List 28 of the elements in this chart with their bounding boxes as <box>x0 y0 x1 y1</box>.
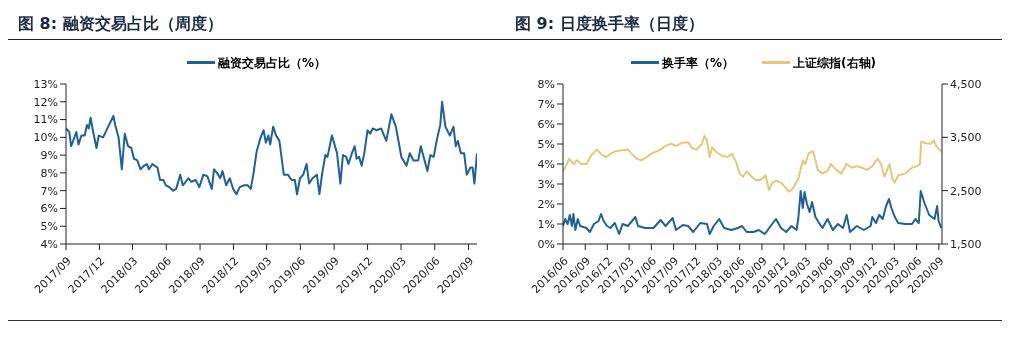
y2-tick-label: 1,500 <box>950 237 982 251</box>
y2-tick-label: 2,500 <box>950 184 982 198</box>
y-tick-label: 9% <box>40 149 58 163</box>
y-tick-label: 1% <box>537 217 555 231</box>
y-tick-label: 8% <box>537 77 555 91</box>
y-tick-label: 6% <box>40 202 58 216</box>
legend-label: 上证综指(右轴) <box>793 54 876 72</box>
y-tick-label: 3% <box>537 177 555 191</box>
y-tick-label: 2% <box>537 197 555 211</box>
y-tick-label: 7% <box>537 97 555 111</box>
y-tick-label: 12% <box>33 95 58 109</box>
chart-title: 图 8: 融资交易占比（周度） <box>8 8 505 40</box>
y-tick-label: 4% <box>537 157 555 171</box>
y-tick-label: 10% <box>33 131 58 145</box>
y-tick-label: 13% <box>33 77 58 91</box>
y-tick-label: 11% <box>33 113 58 127</box>
y-tick-label: 5% <box>537 137 555 151</box>
chart-title: 图 9: 日度换手率（日度） <box>505 8 1002 40</box>
y-tick-label: 8% <box>40 166 58 180</box>
y2-tick-label: 3,500 <box>950 131 982 145</box>
legend-label: 融资交易占比（%） <box>217 54 327 72</box>
y-tick-label: 7% <box>40 184 58 198</box>
y-tick-label: 6% <box>537 117 555 131</box>
y-tick-label: 0% <box>537 237 555 251</box>
legend-label: 换手率（%） <box>662 54 735 72</box>
y-tick-label: 4% <box>40 237 58 251</box>
y2-tick-label: 4,500 <box>950 77 982 91</box>
y-tick-label: 5% <box>40 220 58 234</box>
